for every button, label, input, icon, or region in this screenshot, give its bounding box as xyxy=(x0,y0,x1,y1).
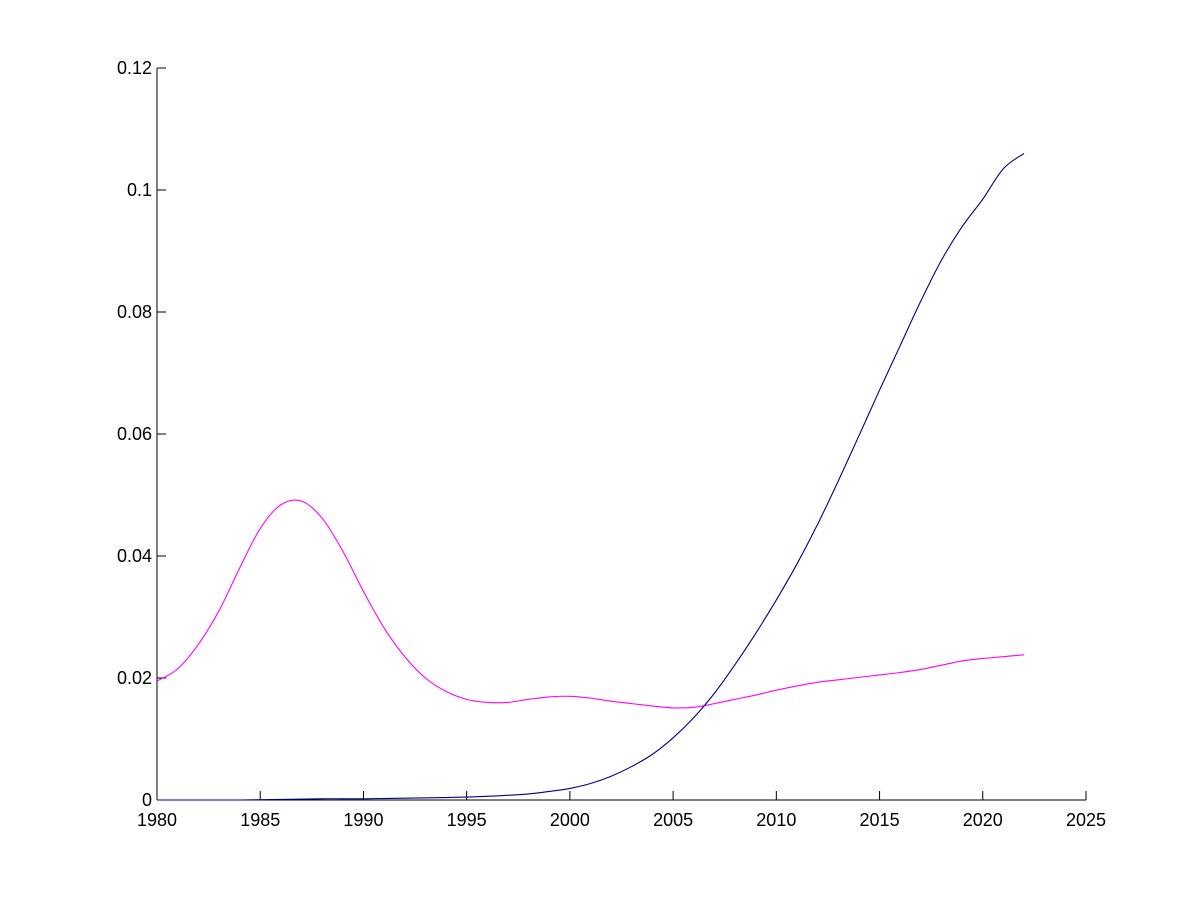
x-tick-label: 2015 xyxy=(860,810,900,830)
y-axis-ticks: 0 0.02 0.04 0.06 0.08 0.1 0.12 xyxy=(117,58,166,810)
x-axis-ticks: 1980 1985 1990 1995 2000 2005 2010 2015 2020 2025 xyxy=(137,791,1106,830)
series-layer xyxy=(156,152,1025,801)
x-tick-label: 2025 xyxy=(1066,810,1106,830)
x-tick-label: 1995 xyxy=(447,810,487,830)
x-tick-label: 2005 xyxy=(653,810,693,830)
y-tick-label: 0.02 xyxy=(117,668,152,688)
y-tick-label: 0.12 xyxy=(117,58,152,78)
y-tick-label: 0.1 xyxy=(127,180,152,200)
series-line-1 xyxy=(156,499,1025,709)
x-tick-label: 2020 xyxy=(963,810,1003,830)
y-tick-label: 0.08 xyxy=(117,302,152,322)
y-tick-label: 0.04 xyxy=(117,546,152,566)
y-tick-label: 0.06 xyxy=(117,424,152,444)
y-tick-label: 0 xyxy=(142,790,152,810)
x-tick-label: 1990 xyxy=(343,810,383,830)
x-tick-label: 2000 xyxy=(550,810,590,830)
x-tick-label: 2010 xyxy=(756,810,796,830)
x-tick-label: 1980 xyxy=(137,810,177,830)
series-line-2 xyxy=(157,152,1025,801)
x-tick-label: 1985 xyxy=(240,810,280,830)
